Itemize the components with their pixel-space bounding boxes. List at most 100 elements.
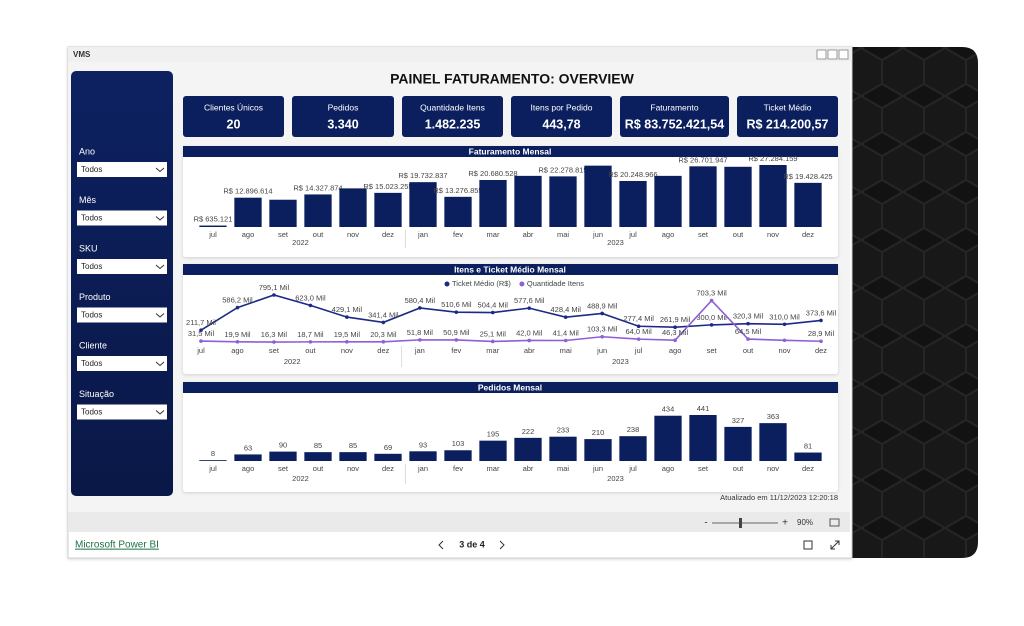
- x-tick-label: dez: [382, 230, 394, 239]
- kpi-card: [620, 96, 729, 137]
- data-label: R$ 20.680.528: [468, 169, 517, 178]
- bar: [689, 166, 717, 227]
- dropdown-chevron: [155, 361, 165, 367]
- data-label: R$ 22.278.815: [538, 165, 587, 174]
- filter-dropdown[interactable]: [77, 162, 167, 177]
- data-label: 300,0 Mil: [696, 313, 727, 322]
- data-label: 19,5 Mil: [334, 330, 361, 339]
- filter-dropdown[interactable]: [77, 404, 167, 420]
- data-label: R$ 19.732.837: [398, 171, 447, 180]
- x-tick-label: dez: [382, 464, 394, 473]
- x-tick-label: ago: [669, 346, 682, 355]
- title-bar: [68, 47, 852, 62]
- x-tick-label: nov: [767, 464, 779, 473]
- series-point: [636, 337, 641, 341]
- x-tick-label: ago: [242, 230, 255, 239]
- bar: [514, 175, 542, 227]
- series-point: [709, 323, 714, 327]
- series-point: [454, 310, 459, 314]
- kpi-label: Itens por Pedido: [531, 102, 593, 112]
- minimize-button[interactable]: [816, 49, 827, 60]
- x-tick-label: jan: [414, 346, 425, 355]
- data-label: 577,6 Mil: [514, 296, 545, 305]
- dropdown-chevron: [155, 167, 165, 173]
- filter-label: Ano: [79, 146, 95, 156]
- filter-dropdown[interactable]: [77, 307, 167, 323]
- bar: [374, 192, 402, 227]
- bar: [584, 439, 612, 461]
- data-label: 93: [419, 440, 427, 449]
- bar: [409, 182, 437, 227]
- kpi-value: R$ 83.752.421,54: [625, 117, 724, 131]
- bar: [514, 437, 542, 461]
- page-indicator: 3 de 4: [459, 539, 485, 549]
- maximize-button[interactable]: [827, 49, 838, 60]
- filter-label: Situação: [79, 389, 114, 399]
- brand-link[interactable]: Microsoft Power BI: [75, 540, 159, 551]
- series-point: [199, 328, 203, 333]
- zoom-out[interactable]: -: [704, 518, 707, 529]
- filter-dropdown[interactable]: [77, 210, 167, 226]
- x-tick-label: mai: [557, 464, 569, 473]
- data-label: 46,3 Mil: [662, 328, 689, 337]
- series-point: [527, 306, 532, 310]
- year-label: 2023: [607, 238, 624, 247]
- x-tick-label: fev: [453, 464, 463, 473]
- legend-label: Quantidade Itens: [527, 279, 584, 288]
- data-label: 586,2 Mil: [222, 296, 253, 305]
- filter-dropdown[interactable]: [77, 259, 167, 274]
- legend-marker: [444, 281, 450, 287]
- series-point: [709, 298, 714, 303]
- data-label: 195: [487, 430, 500, 439]
- fit-page-button[interactable]: [829, 518, 840, 527]
- zoom-knob[interactable]: [739, 518, 742, 528]
- kpi-label: Pedidos: [328, 102, 359, 112]
- series-point: [782, 338, 787, 343]
- bar: [234, 197, 262, 227]
- x-tick-label: set: [278, 464, 289, 473]
- x-tick-label: fev: [451, 346, 461, 355]
- data-label: 504,4 Mil: [478, 301, 509, 310]
- series-point: [600, 334, 604, 339]
- bar: [759, 423, 787, 461]
- data-label: 85: [314, 441, 322, 450]
- data-label: 64,5 Mil: [735, 327, 762, 336]
- filter-value: Todos: [81, 262, 102, 271]
- prev-page[interactable]: [438, 540, 444, 550]
- data-label: 28,9 Mil: [808, 329, 835, 338]
- series-point: [454, 338, 459, 342]
- data-label: 16,3 Mil: [261, 330, 288, 339]
- dropdown-chevron: [155, 264, 165, 270]
- data-label: 18,7 Mil: [297, 330, 324, 339]
- chart-title: Pedidos Mensal: [478, 382, 542, 392]
- bar: [584, 165, 612, 227]
- filter-value: Todos: [81, 214, 102, 223]
- x-tick-label: set: [707, 346, 718, 355]
- x-tick-label: abr: [523, 230, 534, 239]
- series-point: [819, 318, 823, 323]
- series-line: [200, 299, 822, 343]
- next-page[interactable]: [499, 540, 505, 550]
- fullscreen-button[interactable]: [830, 540, 840, 550]
- x-tick-label: nov: [341, 346, 353, 355]
- data-label: 623,0 Mil: [295, 293, 326, 302]
- x-tick-label: jul: [208, 230, 217, 239]
- x-tick-label: jan: [417, 230, 428, 239]
- share-button[interactable]: [803, 540, 813, 550]
- x-tick-label: mar: [487, 230, 500, 239]
- x-tick-label: jun: [592, 230, 603, 239]
- x-tick-label: out: [733, 230, 744, 239]
- kpi-card: [737, 96, 838, 137]
- x-tick-label: out: [305, 346, 316, 355]
- filter-dropdown[interactable]: [77, 356, 167, 371]
- data-label: 373,6 Mil: [806, 308, 837, 317]
- bar: [724, 426, 752, 461]
- close-button[interactable]: [838, 49, 849, 60]
- filter-sidebar: [71, 71, 173, 496]
- x-tick-label: jan: [417, 464, 428, 473]
- data-label: R$ 19.428.425: [783, 172, 832, 181]
- zoom-in[interactable]: +: [782, 518, 788, 529]
- data-label: 488,9 Mil: [587, 301, 618, 310]
- x-tick-label: dez: [802, 230, 814, 239]
